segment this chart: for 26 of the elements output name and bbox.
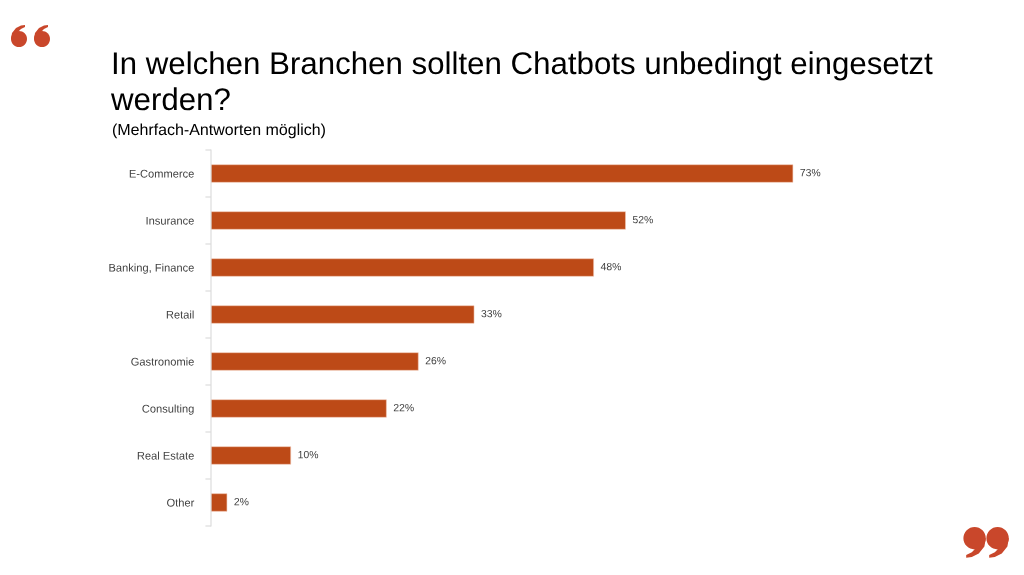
y-tick-label: Gastronomie bbox=[131, 357, 194, 366]
data-label: 2% bbox=[234, 497, 249, 506]
bar bbox=[211, 493, 228, 512]
bar bbox=[211, 446, 291, 465]
y-tick-label: Consulting bbox=[142, 404, 194, 415]
chart-subtitle: (Mehrfach-Antworten möglich) bbox=[112, 123, 325, 139]
data-label: 33% bbox=[481, 309, 502, 318]
bar bbox=[211, 258, 594, 277]
data-label: 52% bbox=[632, 215, 653, 224]
y-tick-label: Retail bbox=[166, 310, 194, 319]
bar bbox=[211, 352, 419, 371]
data-label: 22% bbox=[393, 403, 414, 412]
bar bbox=[211, 305, 475, 324]
y-tick-label: E-Commerce bbox=[129, 169, 194, 178]
y-tick-label: Other bbox=[167, 498, 195, 507]
y-tick-label: Insurance bbox=[146, 216, 194, 225]
bar bbox=[211, 164, 794, 183]
data-label: 26% bbox=[425, 356, 446, 365]
data-label: 48% bbox=[600, 262, 622, 271]
bar bbox=[211, 399, 387, 418]
bar bbox=[211, 211, 626, 230]
data-label: 73% bbox=[800, 168, 821, 177]
y-tick-label: Real Estate bbox=[137, 451, 194, 460]
data-label: 10% bbox=[298, 450, 319, 459]
chart-title: In welchen Branchen sollten Chatbots unbedingt eingesetzt werden? bbox=[110, 51, 933, 111]
y-tick-label: Banking, Finance bbox=[109, 263, 194, 274]
